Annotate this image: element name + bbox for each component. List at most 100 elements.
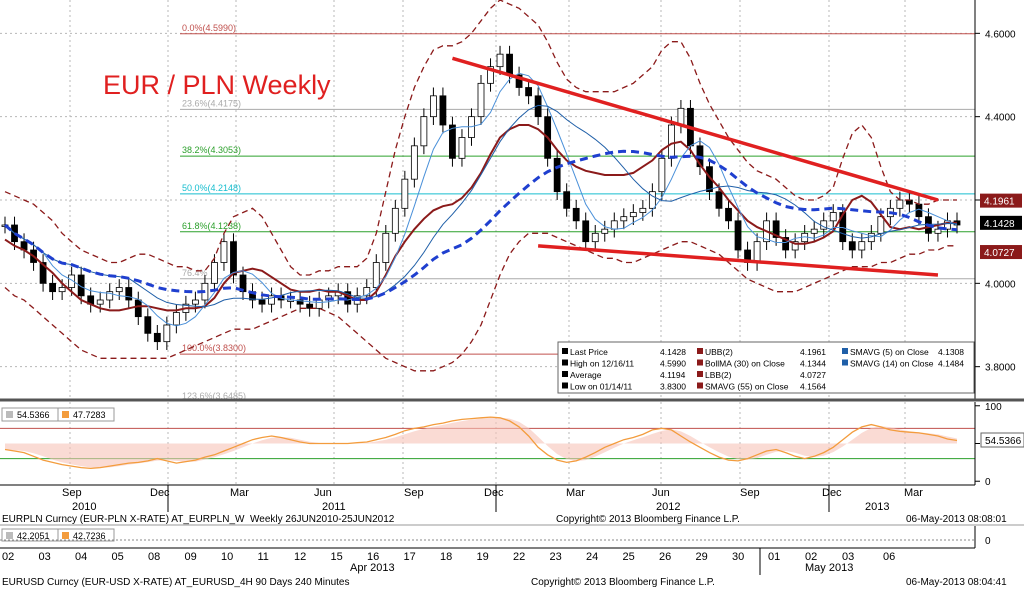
fib-label-6: 100.0%(3.8300)	[182, 343, 246, 353]
legend-name-3-1: SMAVG (55) on Close	[705, 382, 789, 392]
candle-body-7	[68, 274, 76, 288]
candle-body-40	[382, 232, 390, 263]
candle-body-64	[610, 220, 618, 230]
candle-body-38	[363, 287, 371, 297]
candle-body-54	[515, 74, 523, 88]
x-month-6: Mar	[566, 487, 585, 499]
osc-swatch-2	[62, 411, 69, 418]
legend-swatch-2-0	[562, 371, 568, 377]
sma-55	[4, 149, 958, 302]
bollinger-ma	[4, 124, 957, 312]
candle-body-31	[296, 299, 304, 305]
legend-value-3-1: 4.1564	[800, 382, 826, 392]
strip-day-24: 06	[883, 551, 895, 563]
price-tag-box-2	[980, 245, 1022, 260]
strip-day-13: 19	[477, 551, 489, 563]
candle-body-6	[58, 287, 66, 293]
legend-swatch-1-2	[842, 359, 848, 366]
candle-body-8	[77, 274, 85, 297]
fib-label-1: 23.6%(4.4175)	[182, 98, 241, 108]
candle-body-90	[858, 241, 866, 251]
candle-body-59	[563, 191, 571, 209]
legend-value-3-0: 3.8300	[660, 382, 686, 392]
x-year-2: 2012	[656, 501, 680, 513]
candle-body-51	[487, 66, 494, 84]
sma-5	[4, 72, 958, 327]
price-tag-0: 4.1961	[984, 197, 1015, 208]
candle-body-52	[496, 53, 504, 68]
candle-body-83	[791, 241, 799, 251]
candle-body-65	[620, 216, 628, 222]
strip-swatch-1	[6, 532, 13, 539]
candle-body-18	[172, 312, 180, 326]
candle-body-53	[506, 53, 513, 76]
candle-body-24	[230, 241, 237, 276]
legend-name-0-1: UBB(2)	[705, 347, 733, 357]
legend-value-0-2: 4.1308	[938, 347, 964, 357]
strip-day-7: 11	[258, 551, 269, 563]
strip-day-9: 15	[331, 551, 343, 563]
legend-value-0-0: 4.1428	[660, 347, 686, 357]
strip-day-16: 24	[586, 551, 598, 563]
candle-body-15	[144, 316, 152, 334]
lower-strip: 42.2051 42.7236 0 02 03 04 05 08 09 10 11 12 15 16…	[0, 524, 1024, 575]
legend-box: Last Price 4.1428 UBB(2) 4.1961 SMAVG (5) on…	[557, 341, 975, 394]
osc-value-1: 54.5366	[17, 410, 50, 420]
period-line: Weekly 26JUN2010-25JUN2012	[250, 514, 395, 525]
osc-last-tag-box	[980, 432, 1024, 448]
legend-value-1-2: 4.1484	[938, 359, 964, 369]
x-axis: Sep Dec Mar Jun Sep Dec Mar Jun Sep Dec Mar 2010 20…	[0, 484, 975, 513]
trendlines	[451, 56, 939, 277]
legend-frame	[557, 341, 975, 394]
candle-body-20	[191, 299, 199, 305]
x-month-0: Sep	[62, 487, 82, 499]
strip-month-apr: Apr 2013	[350, 562, 395, 574]
legend-swatch-0-2	[842, 348, 848, 354]
oscillator-panel: 100500 54.5366 47.7283 54.5366	[0, 402, 1024, 488]
candle-body-10	[96, 299, 104, 305]
upper-bollinger-band	[4, 0, 957, 276]
candle-body-81	[772, 220, 780, 238]
timestamp-line: 06-May-2013 08:08:01	[906, 514, 1007, 525]
candle-body-12	[115, 287, 123, 293]
legend-name-3-0: Low on 01/14/11	[570, 382, 632, 392]
candle-body-82	[782, 237, 790, 251]
candle-body-41	[391, 207, 399, 234]
legend-value-1-1: 4.1344	[800, 359, 826, 369]
legend-name-2-0: Average	[570, 370, 602, 380]
x-axis-years: 2010 2011 2012 2013	[72, 485, 889, 513]
candle-body-76	[725, 207, 732, 222]
copyright-line: Copyright© 2013 Bloomberg Finance L.P.	[556, 514, 740, 525]
price-tag-box-0	[980, 193, 1022, 208]
candle-body-98	[934, 228, 942, 234]
candle-body-13	[125, 287, 133, 301]
candle-body-42	[401, 178, 409, 209]
fib-label-4: 61.8%(4.1238)	[182, 221, 241, 231]
legend-name-2-1: LBB(2)	[705, 370, 732, 380]
legend-rows: Last Price 4.1428 UBB(2) 4.1961 SMAVG (5) on…	[562, 347, 964, 392]
legend-name-1-0: High on 12/16/11	[570, 359, 634, 369]
legend-value-0-1: 4.1961	[800, 347, 826, 357]
candle-body-45	[429, 95, 437, 118]
candle-body-66	[629, 212, 637, 218]
candle-body-5	[49, 282, 56, 293]
legend-swatch-1-1	[697, 359, 703, 366]
x-year-3: 2013	[865, 501, 889, 513]
candle-body-11	[106, 291, 114, 301]
osc-swatch-1	[6, 411, 13, 418]
strip-instrument-line: EURUSD Curncy (EUR-USD X-RATE) AT_EURUSD…	[2, 577, 350, 588]
fib-label-7: 123.6%(3.6485)	[182, 391, 246, 401]
legend-swatch-3-1	[697, 382, 703, 389]
strip-day-6: 10	[221, 551, 233, 563]
x-year-0: 2010	[72, 501, 96, 513]
strip-day-21: 01	[768, 551, 780, 563]
candle-body-62	[591, 232, 599, 243]
x-month-7: Jun	[652, 487, 670, 499]
candle-body-60	[572, 207, 580, 222]
fib-label-5: 76.4%	[182, 268, 208, 278]
strip-day-labels: 02 03 04 05 08 09 10 11 12 15 16 17 18 19 22 23 24 25 26 29…	[2, 551, 895, 563]
candle-body-23	[220, 241, 228, 263]
x-year-1: 2011	[322, 501, 346, 513]
strip-timestamp-line: 06-May-2013 08:04:41	[906, 577, 1007, 588]
candle-body-87	[829, 212, 837, 222]
